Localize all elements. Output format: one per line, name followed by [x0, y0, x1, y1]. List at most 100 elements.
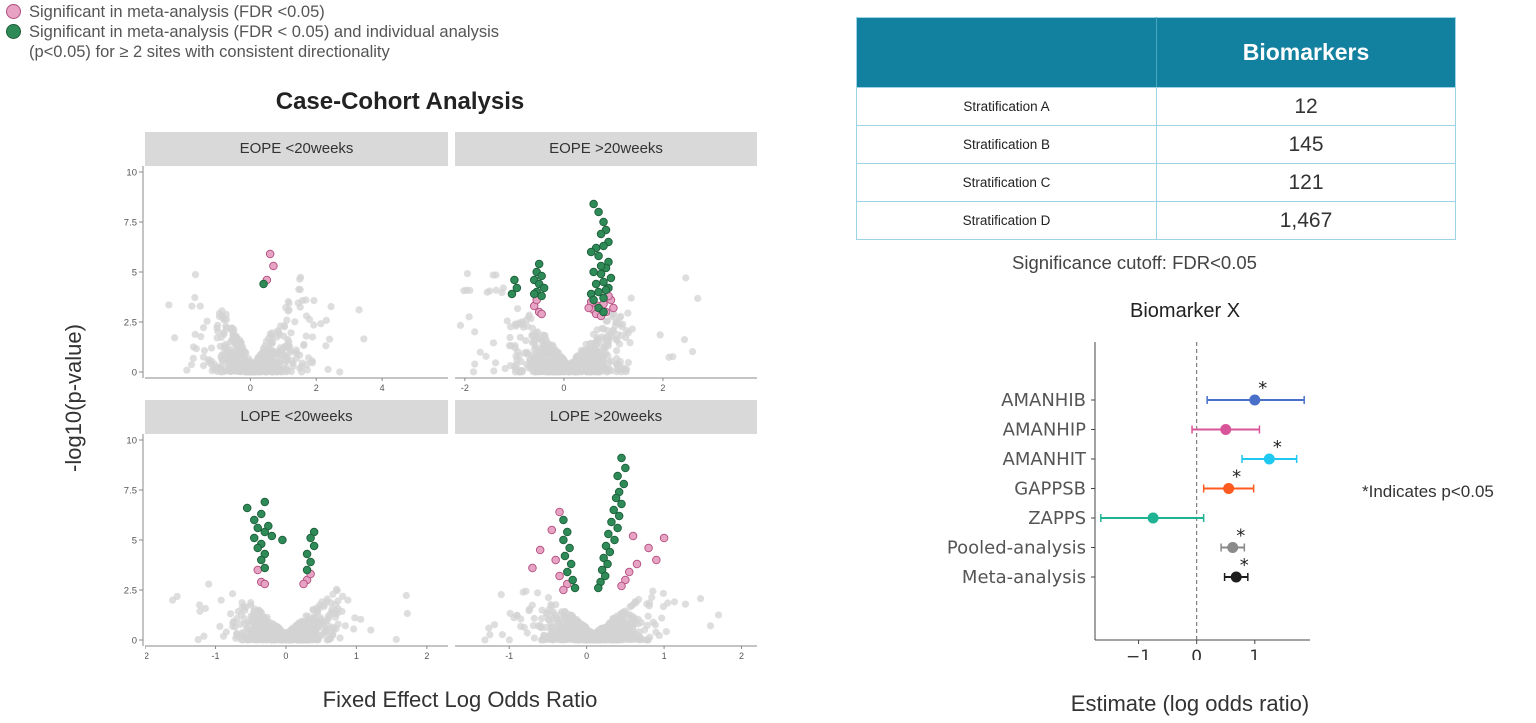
facet-strip-label: EOPE <20weeks: [145, 132, 448, 166]
background-point: [310, 321, 318, 329]
meta-and-site-significant-point: [610, 535, 619, 545]
table-row: Stratification A 12: [856, 87, 1456, 126]
forest-row-label: Pooled-analysis: [947, 538, 1086, 559]
background-point: [283, 316, 291, 324]
background-point: [168, 596, 177, 604]
point-estimate: [1147, 512, 1159, 524]
background-point: [247, 599, 255, 607]
meta-and-site-significant-point: [507, 289, 517, 299]
background-point: [183, 366, 191, 374]
background-point: [462, 286, 471, 294]
meta-and-site-significant-point: [302, 549, 312, 559]
meta-and-site-significant-point: [534, 259, 544, 269]
background-point: [582, 357, 590, 365]
background-point: [600, 325, 608, 333]
meta-and-site-significant-point: [529, 289, 539, 299]
background-point: [205, 358, 213, 366]
x-tick-label: 2: [314, 383, 319, 393]
background-point: [482, 352, 490, 360]
meta-significant-point: [621, 575, 630, 585]
background-point: [286, 343, 294, 351]
background-point: [615, 340, 624, 348]
background-point: [203, 317, 211, 325]
background-point: [471, 360, 479, 368]
background-point: [314, 619, 322, 628]
background-point: [283, 356, 291, 364]
background-point: [609, 615, 617, 623]
forest-x-tick-label: 1: [1249, 647, 1260, 660]
significance-marker: *: [1232, 467, 1241, 488]
background-point: [302, 296, 310, 304]
forest-x-tick-label: 0: [1191, 647, 1202, 660]
meta-significant-point: [551, 555, 560, 565]
background-point: [268, 628, 276, 637]
table-row: Stratification C 121: [856, 163, 1456, 202]
background-point: [511, 320, 519, 328]
background-point: [516, 320, 525, 328]
meta-and-site-significant-point: [594, 207, 603, 217]
background-point: [266, 367, 274, 376]
x-tick-label: 2: [739, 651, 744, 661]
background-point: [230, 326, 238, 334]
background-point: [582, 340, 590, 348]
background-point: [336, 634, 344, 642]
forest-row-label: AMANHIT: [1003, 449, 1087, 470]
meta-and-site-significant-point: [599, 241, 608, 251]
table-cell-label: Stratification A: [856, 87, 1157, 126]
background-point: [645, 599, 654, 607]
background-point: [680, 335, 689, 344]
background-point: [291, 318, 299, 326]
meta-and-site-significant-point: [613, 471, 622, 481]
background-point: [531, 368, 540, 376]
background-point: [269, 635, 277, 643]
background-point: [322, 342, 330, 350]
meta-and-site-significant-point: [594, 583, 603, 593]
background-point: [302, 635, 310, 643]
background-point: [228, 590, 237, 598]
x-tick-label: 0: [584, 651, 589, 661]
background-point: [334, 597, 342, 605]
background-point: [392, 635, 400, 644]
background-point: [595, 365, 603, 373]
background-point: [522, 587, 530, 595]
y-tick-label: 2.5: [124, 586, 137, 597]
background-point: [529, 621, 538, 630]
background-point: [548, 355, 556, 363]
background-point: [360, 335, 368, 343]
background-point: [644, 636, 652, 644]
background-point: [227, 610, 235, 618]
meta-significant-point: [528, 563, 537, 573]
background-point: [283, 633, 291, 642]
background-point: [196, 607, 204, 615]
meta-and-site-significant-point: [306, 533, 315, 543]
meta-significant-point: [265, 249, 275, 259]
background-point: [615, 320, 623, 328]
meta-and-site-significant-point: [607, 517, 616, 527]
background-point: [564, 616, 572, 624]
background-point: [626, 339, 634, 347]
background-point: [341, 622, 349, 630]
background-point: [201, 604, 209, 613]
background-point: [284, 335, 292, 344]
meta-significant-point: [628, 531, 638, 541]
significance-marker: *: [1258, 378, 1267, 399]
table-cell-label: Stratification B: [856, 125, 1157, 164]
background-point: [216, 622, 224, 631]
background-point: [681, 600, 690, 608]
background-point: [165, 301, 173, 309]
background-point: [523, 629, 531, 637]
background-point: [714, 611, 723, 619]
background-point: [537, 624, 546, 632]
background-point: [655, 631, 663, 640]
meta-and-site-significant-point: [609, 505, 618, 515]
facet-strip-label: EOPE >20weeks: [455, 132, 757, 166]
background-point: [628, 325, 636, 333]
background-point: [641, 626, 649, 634]
meta-and-site-significant-point: [596, 229, 606, 239]
background-point: [492, 271, 500, 279]
forest-plot: −1 0 1 AMANHIB * AMANHIP AMANHIT * GAPPSB * ZAPPS P…: [947, 342, 1310, 660]
meta-and-site-significant-point: [249, 533, 259, 543]
background-point: [530, 634, 538, 642]
background-point: [544, 594, 553, 602]
meta-and-site-significant-point: [260, 497, 270, 507]
